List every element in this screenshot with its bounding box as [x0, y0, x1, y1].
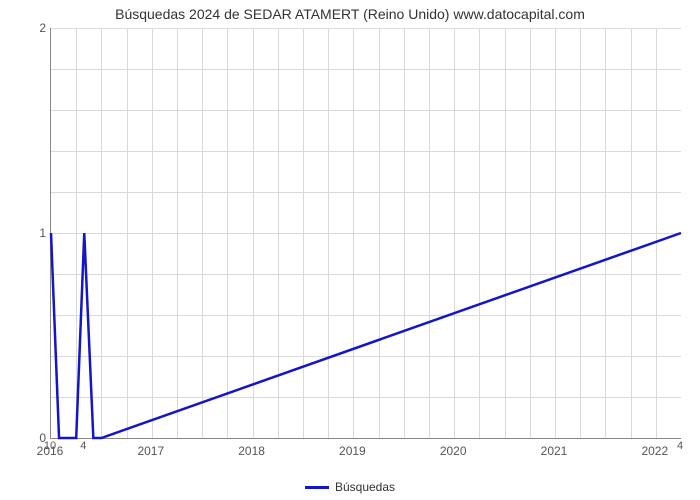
data-point-label: 10 [44, 440, 56, 452]
chart-title: Búsquedas 2024 de SEDAR ATAMERT (Reino U… [0, 6, 700, 22]
legend-label: Búsquedas [335, 480, 395, 494]
data-point-label: 4 [677, 440, 683, 452]
x-tick-label: 2021 [541, 444, 568, 458]
line-series [51, 28, 681, 438]
plot-area [50, 28, 681, 439]
chart-container: Búsquedas 2024 de SEDAR ATAMERT (Reino U… [0, 0, 700, 500]
legend-item: Búsquedas [305, 480, 395, 494]
legend: Búsquedas [0, 476, 700, 495]
series-line [51, 233, 681, 438]
data-point-label: 4 [80, 440, 86, 452]
x-tick-label: 2022 [641, 444, 668, 458]
legend-swatch [305, 486, 329, 489]
x-tick-label: 2018 [238, 444, 265, 458]
y-tick-label: 1 [30, 226, 46, 240]
x-tick-label: 2020 [440, 444, 467, 458]
x-tick-label: 2017 [137, 444, 164, 458]
y-tick-label: 2 [30, 21, 46, 35]
x-tick-label: 2019 [339, 444, 366, 458]
